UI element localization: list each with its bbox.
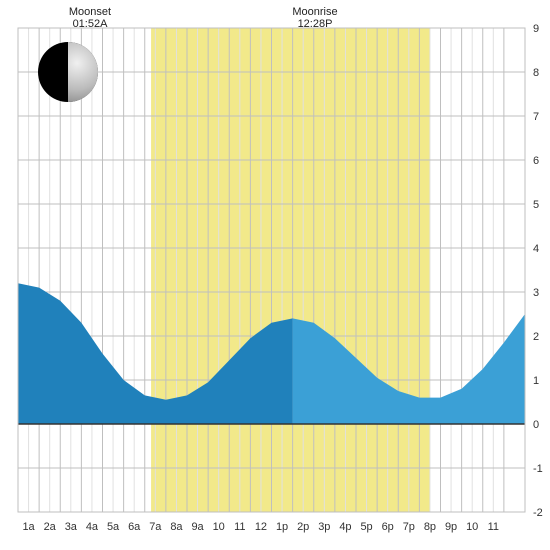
- moon-phase-icon: [38, 42, 98, 102]
- svg-text:10: 10: [466, 521, 478, 533]
- moonset-caption: Moonset: [69, 6, 111, 18]
- svg-text:1: 1: [533, 375, 539, 387]
- svg-text:5: 5: [533, 199, 539, 211]
- svg-text:-2: -2: [533, 507, 543, 519]
- svg-text:1a: 1a: [22, 521, 35, 533]
- svg-text:5p: 5p: [360, 521, 372, 533]
- svg-text:8a: 8a: [170, 521, 183, 533]
- svg-text:4: 4: [533, 243, 539, 255]
- svg-text:7a: 7a: [149, 521, 162, 533]
- svg-text:5a: 5a: [107, 521, 120, 533]
- svg-text:4a: 4a: [86, 521, 99, 533]
- svg-text:3p: 3p: [318, 521, 330, 533]
- moon-lit-half: [68, 42, 98, 102]
- svg-text:10: 10: [213, 521, 225, 533]
- svg-text:2p: 2p: [297, 521, 309, 533]
- svg-text:6: 6: [533, 155, 539, 167]
- moonrise-label: Moonrise 12:28P: [275, 6, 355, 30]
- svg-text:2a: 2a: [44, 521, 57, 533]
- svg-text:4p: 4p: [339, 521, 351, 533]
- moonrise-time: 12:28P: [275, 18, 355, 30]
- svg-text:3a: 3a: [65, 521, 78, 533]
- moonrise-caption: Moonrise: [292, 6, 337, 18]
- moonset-label: Moonset 01:52A: [50, 6, 130, 30]
- svg-text:9: 9: [533, 23, 539, 35]
- svg-text:7: 7: [533, 111, 539, 123]
- svg-text:11: 11: [488, 521, 499, 533]
- svg-text:0: 0: [533, 419, 539, 431]
- svg-text:11: 11: [234, 521, 245, 533]
- tide-chart: Moonset 01:52A Moonrise 12:28P -2-101234…: [0, 0, 550, 550]
- svg-text:8p: 8p: [424, 521, 436, 533]
- svg-text:9a: 9a: [191, 521, 204, 533]
- svg-text:8: 8: [533, 67, 539, 79]
- svg-text:1p: 1p: [276, 521, 288, 533]
- svg-text:7p: 7p: [403, 521, 415, 533]
- svg-text:-1: -1: [533, 463, 543, 475]
- svg-text:2: 2: [533, 331, 539, 343]
- moonset-time: 01:52A: [50, 18, 130, 30]
- svg-text:3: 3: [533, 287, 539, 299]
- svg-text:12: 12: [255, 521, 267, 533]
- svg-text:9p: 9p: [445, 521, 457, 533]
- svg-text:6p: 6p: [382, 521, 394, 533]
- svg-text:6a: 6a: [128, 521, 141, 533]
